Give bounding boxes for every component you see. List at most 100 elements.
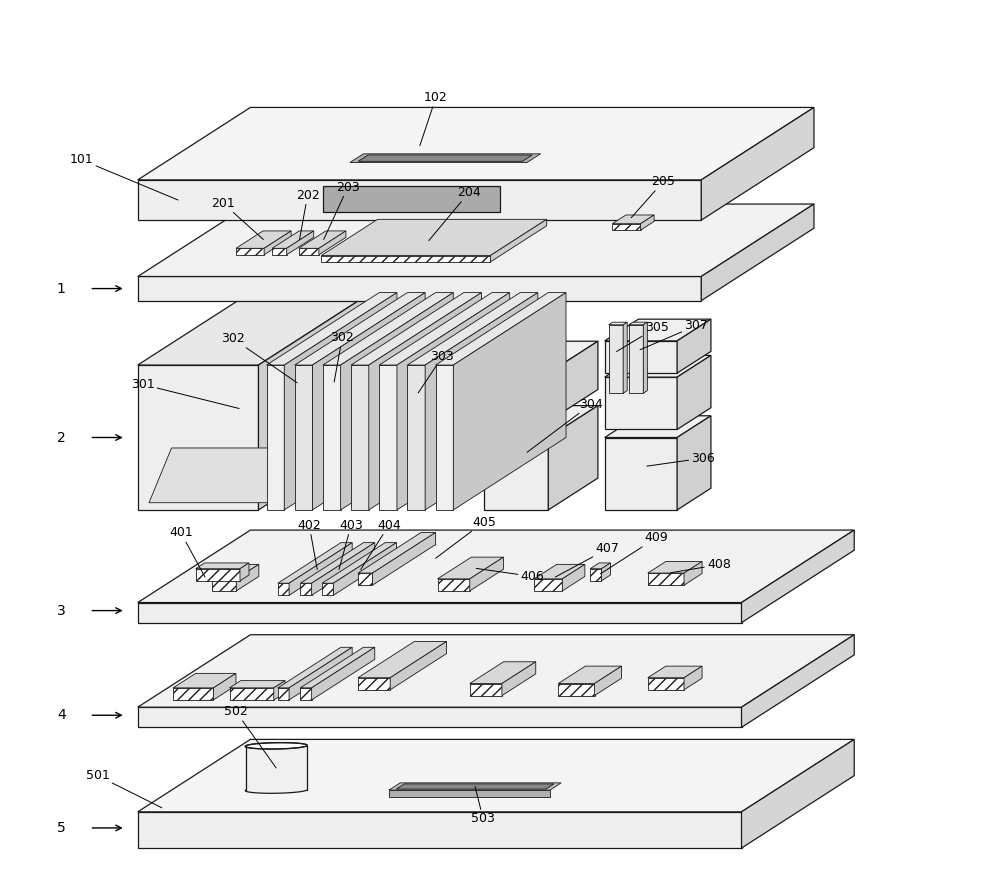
- Text: 408: 408: [671, 558, 731, 573]
- Polygon shape: [323, 186, 500, 212]
- Polygon shape: [341, 292, 453, 510]
- Polygon shape: [605, 341, 677, 373]
- Polygon shape: [358, 533, 436, 573]
- Polygon shape: [149, 448, 292, 503]
- Polygon shape: [280, 749, 283, 793]
- Polygon shape: [436, 292, 566, 365]
- Text: 404: 404: [361, 519, 401, 570]
- Text: 3: 3: [57, 604, 66, 618]
- Polygon shape: [287, 231, 314, 255]
- Polygon shape: [196, 563, 249, 569]
- Text: 101: 101: [70, 153, 178, 200]
- Polygon shape: [372, 533, 436, 585]
- Text: 303: 303: [418, 350, 454, 393]
- Text: 301: 301: [131, 378, 239, 409]
- Text: 407: 407: [555, 542, 619, 578]
- Text: 401: 401: [169, 527, 205, 578]
- Polygon shape: [251, 748, 253, 793]
- Polygon shape: [534, 564, 585, 579]
- Polygon shape: [701, 108, 814, 220]
- Text: 502: 502: [224, 705, 276, 768]
- Polygon shape: [138, 276, 701, 301]
- Polygon shape: [648, 666, 702, 678]
- Polygon shape: [470, 557, 504, 591]
- Polygon shape: [484, 341, 598, 373]
- Polygon shape: [257, 749, 260, 793]
- Polygon shape: [321, 255, 490, 262]
- Polygon shape: [396, 784, 554, 789]
- Text: 409: 409: [600, 531, 669, 574]
- Polygon shape: [484, 438, 548, 510]
- Polygon shape: [138, 812, 742, 848]
- Text: 307: 307: [640, 319, 708, 350]
- Polygon shape: [369, 292, 481, 510]
- Text: 2: 2: [57, 430, 66, 444]
- Polygon shape: [138, 108, 814, 180]
- Polygon shape: [425, 292, 538, 510]
- Polygon shape: [407, 365, 425, 510]
- Polygon shape: [245, 743, 307, 749]
- Polygon shape: [278, 584, 289, 595]
- Polygon shape: [246, 747, 247, 792]
- Polygon shape: [390, 641, 447, 690]
- Polygon shape: [236, 564, 259, 591]
- Polygon shape: [247, 747, 249, 792]
- Polygon shape: [701, 204, 814, 301]
- Polygon shape: [350, 154, 541, 163]
- Polygon shape: [436, 365, 453, 510]
- Polygon shape: [641, 215, 654, 230]
- Polygon shape: [138, 365, 258, 510]
- Polygon shape: [278, 648, 352, 688]
- Polygon shape: [609, 325, 623, 393]
- Polygon shape: [438, 579, 470, 591]
- Text: 302: 302: [221, 332, 297, 382]
- Text: 205: 205: [631, 175, 675, 218]
- Polygon shape: [173, 674, 236, 688]
- Polygon shape: [490, 220, 547, 262]
- Text: 306: 306: [647, 452, 715, 466]
- Polygon shape: [298, 747, 300, 792]
- Polygon shape: [289, 748, 292, 793]
- Text: 406: 406: [476, 569, 544, 583]
- Polygon shape: [742, 634, 854, 727]
- Polygon shape: [358, 573, 372, 585]
- Polygon shape: [253, 748, 255, 793]
- Text: 201: 201: [211, 197, 263, 240]
- Polygon shape: [267, 292, 397, 365]
- Polygon shape: [249, 748, 251, 792]
- Polygon shape: [677, 416, 711, 510]
- Text: 5: 5: [57, 821, 66, 835]
- Polygon shape: [684, 562, 702, 585]
- Polygon shape: [358, 155, 532, 161]
- Polygon shape: [240, 563, 249, 581]
- Polygon shape: [601, 563, 610, 581]
- Polygon shape: [295, 365, 312, 510]
- Polygon shape: [470, 683, 502, 696]
- Polygon shape: [304, 746, 305, 791]
- Polygon shape: [270, 749, 273, 794]
- Text: 503: 503: [471, 787, 495, 825]
- Polygon shape: [173, 688, 213, 700]
- Polygon shape: [272, 231, 314, 248]
- Polygon shape: [292, 748, 295, 793]
- Polygon shape: [605, 319, 711, 341]
- Polygon shape: [684, 666, 702, 690]
- Polygon shape: [358, 678, 390, 690]
- Polygon shape: [286, 748, 289, 793]
- Polygon shape: [595, 666, 622, 696]
- Polygon shape: [230, 688, 274, 700]
- Polygon shape: [264, 231, 291, 255]
- Polygon shape: [305, 746, 306, 791]
- Polygon shape: [562, 564, 585, 591]
- Polygon shape: [605, 438, 677, 510]
- Polygon shape: [138, 739, 854, 812]
- Polygon shape: [212, 564, 259, 579]
- Polygon shape: [389, 790, 550, 796]
- Text: 304: 304: [527, 397, 603, 452]
- Polygon shape: [299, 248, 319, 255]
- Polygon shape: [236, 231, 291, 248]
- Polygon shape: [322, 584, 333, 595]
- Polygon shape: [742, 530, 854, 623]
- Polygon shape: [612, 224, 641, 230]
- Text: 1: 1: [57, 282, 66, 296]
